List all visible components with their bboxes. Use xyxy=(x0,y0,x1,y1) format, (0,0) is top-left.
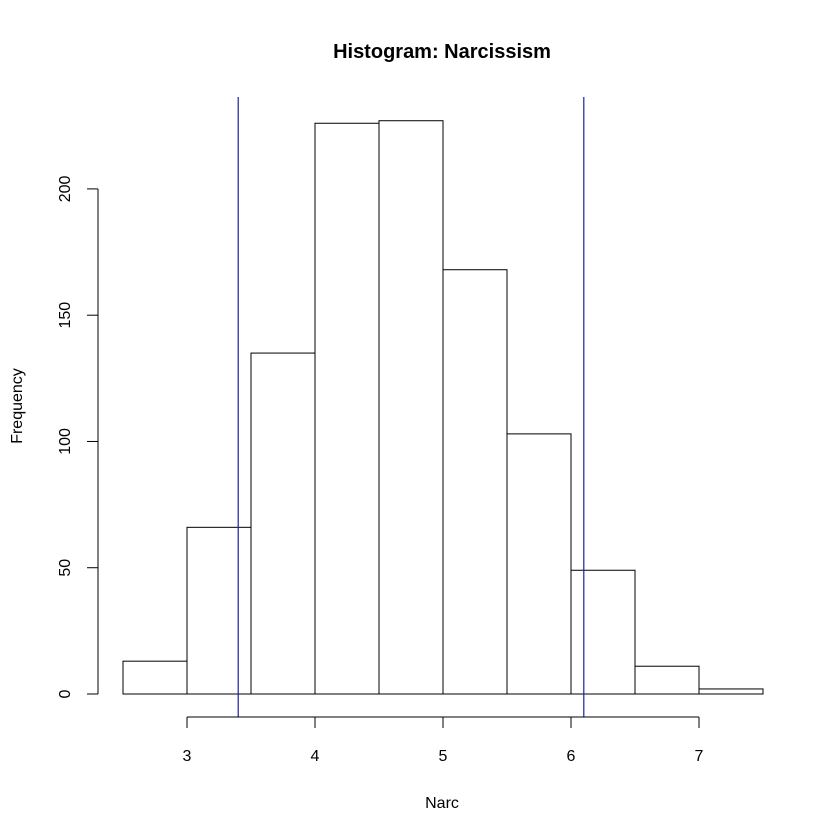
histogram-bar xyxy=(698,688,764,695)
y-tick-label: 50 xyxy=(57,559,74,577)
y-axis-label: Frequency xyxy=(9,368,26,444)
histogram-bar xyxy=(314,122,380,695)
x-tick-label: 5 xyxy=(439,748,448,765)
x-axis: 3 4 5 6 7 xyxy=(183,716,704,765)
y-tick-label: 200 xyxy=(57,175,74,202)
histogram-bar xyxy=(442,269,508,695)
x-axis-label: Narc xyxy=(425,795,459,812)
y-tick-label: 100 xyxy=(57,428,74,455)
x-tick-label: 4 xyxy=(311,748,320,765)
x-tick-label: 3 xyxy=(183,748,192,765)
histogram-bar xyxy=(570,569,636,695)
histogram-bars xyxy=(122,120,764,695)
reference-lines xyxy=(237,97,585,717)
chart-title: Histogram: Narcissism xyxy=(333,41,551,63)
histogram-bar xyxy=(634,665,700,695)
y-tick-label: 150 xyxy=(57,302,74,329)
histogram-bar xyxy=(506,433,572,695)
y-axis: 0 50 100 150 200 xyxy=(57,175,99,698)
y-tick-label: 0 xyxy=(57,689,74,698)
x-tick-label: 6 xyxy=(567,748,576,765)
histogram-bar xyxy=(122,660,188,695)
histogram-bar xyxy=(378,120,444,695)
histogram-bar xyxy=(186,526,252,695)
x-tick-label: 7 xyxy=(695,748,704,765)
histogram-bar xyxy=(250,352,316,695)
